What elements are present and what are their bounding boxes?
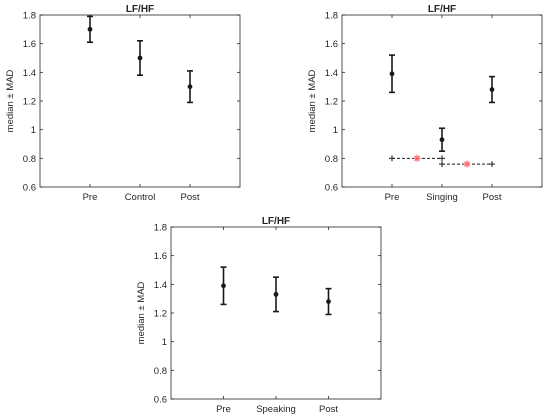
significance-star-d2 xyxy=(414,155,420,162)
y-tick-label: 1.4 xyxy=(23,68,36,79)
x-tick-label: Singing xyxy=(426,192,458,203)
y-tick-label: 1.8 xyxy=(154,223,167,234)
y-tick-label: 0.6 xyxy=(325,183,338,194)
y-tick-label: 1.8 xyxy=(325,11,338,22)
x-tick-label: Post xyxy=(482,192,501,203)
chart-panel-2: LF/HF median ± MAD 0.6 0.8 1 1.2 1.4 1.6 1.8 Pre S… xyxy=(307,4,543,203)
median-marker xyxy=(137,55,143,61)
median-marker xyxy=(389,71,395,77)
y-tick-label: 0.8 xyxy=(23,154,36,165)
y-tick-label: 1.4 xyxy=(325,68,338,79)
y-tick-label: 1.6 xyxy=(325,39,338,50)
x-tick-label: Pre xyxy=(385,192,400,203)
y-axis-label: median ± MAD xyxy=(136,281,147,344)
y-axis-label: median ± MAD xyxy=(307,69,318,132)
chart-panel-3: LF/HF median ± MAD 0.6 0.8 1 1.2 1.4 1.6 1.8 Pre S… xyxy=(136,216,382,415)
chart-panel-1: LF/HF median ± MAD 0.6 0.8 1 1.2 1.4 1.6 1.8 Pre C… xyxy=(5,4,241,203)
y-tick-label: 1 xyxy=(333,125,338,136)
median-marker xyxy=(326,299,331,304)
median-marker xyxy=(221,283,226,289)
y-tick-label: 0.6 xyxy=(154,395,167,406)
median-marker xyxy=(439,137,445,143)
chart-title: LF/HF xyxy=(428,4,456,15)
median-marker xyxy=(489,87,495,92)
median-marker xyxy=(273,291,279,297)
y-tick-label: 1 xyxy=(162,337,167,348)
y-tick-label: 1 xyxy=(31,125,36,136)
y-tick-label: 1.6 xyxy=(154,251,167,262)
x-tick-label: Pre xyxy=(216,404,231,415)
plot-area-frame xyxy=(170,226,382,400)
significance-star-d2 xyxy=(464,161,470,167)
y-tick-label: 1.8 xyxy=(23,11,36,22)
x-tick-label: Speaking xyxy=(256,404,296,415)
y-tick-label: 1.4 xyxy=(154,280,167,291)
median-marker xyxy=(187,84,193,90)
y-tick-label: 1.6 xyxy=(23,39,36,50)
y-axis-label: median ± MAD xyxy=(5,69,16,132)
y-tick-label: 1.2 xyxy=(23,97,36,108)
y-tick-label: 0.8 xyxy=(154,366,167,377)
chart-title: LF/HF xyxy=(262,216,290,227)
chart-title: LF/HF xyxy=(126,4,154,15)
y-tick-label: 0.6 xyxy=(23,183,36,194)
y-tick-label: 0.8 xyxy=(325,154,338,165)
x-tick-label: Post xyxy=(319,404,338,415)
x-tick-label: Control xyxy=(125,192,156,203)
x-tick-label: Pre xyxy=(83,192,98,203)
median-marker xyxy=(87,26,93,32)
y-tick-label: 1.2 xyxy=(154,309,167,320)
y-tick-label: 1.2 xyxy=(325,97,338,108)
x-tick-label: Post xyxy=(180,192,199,203)
